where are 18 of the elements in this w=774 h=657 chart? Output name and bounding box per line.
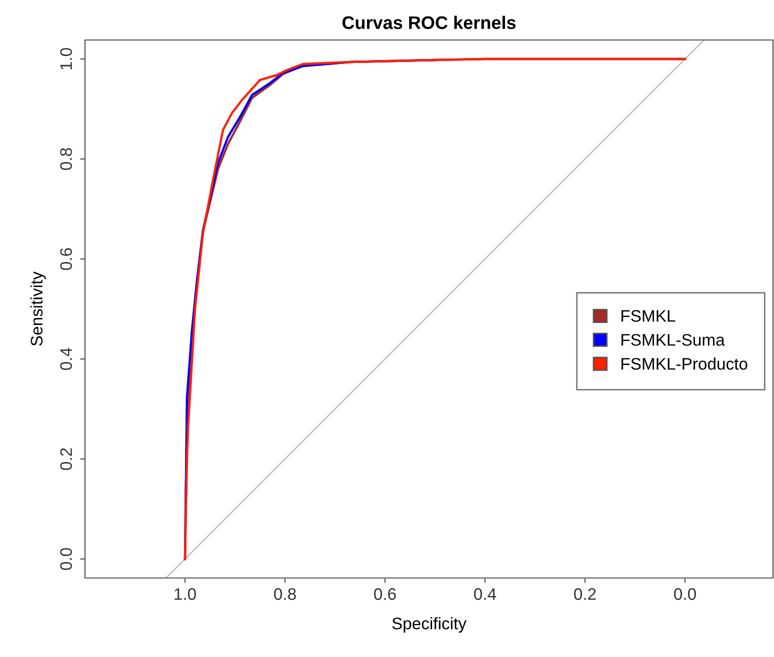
x-tick-label: 0.6 bbox=[374, 588, 396, 600]
x-tick-label: 0.4 bbox=[474, 588, 496, 600]
x-tick-label: 0.8 bbox=[274, 588, 296, 600]
x-tick-label: 0.2 bbox=[574, 588, 596, 600]
x-tick-label: 0.0 bbox=[674, 588, 696, 600]
y-tick-label: 1.0 bbox=[60, 48, 72, 70]
legend-label: FSMKL bbox=[622, 310, 676, 322]
y-tick-label: 0.2 bbox=[60, 448, 72, 470]
y-tick-label: 0.6 bbox=[60, 248, 72, 270]
y-axis-title: Sensitivity bbox=[30, 272, 46, 346]
y-tick-label: 0.4 bbox=[60, 348, 72, 370]
x-tick-label: 1.0 bbox=[174, 588, 196, 600]
y-tick-label: 0.8 bbox=[60, 148, 72, 170]
legend-label: FSMKL-Producto bbox=[622, 358, 748, 370]
chart-title: Curvas ROC kernels bbox=[342, 16, 516, 30]
legend-label: FSMKL-Suma bbox=[622, 334, 725, 346]
y-tick-label: 0.0 bbox=[60, 548, 72, 570]
x-axis-title: Specificity bbox=[392, 617, 466, 633]
